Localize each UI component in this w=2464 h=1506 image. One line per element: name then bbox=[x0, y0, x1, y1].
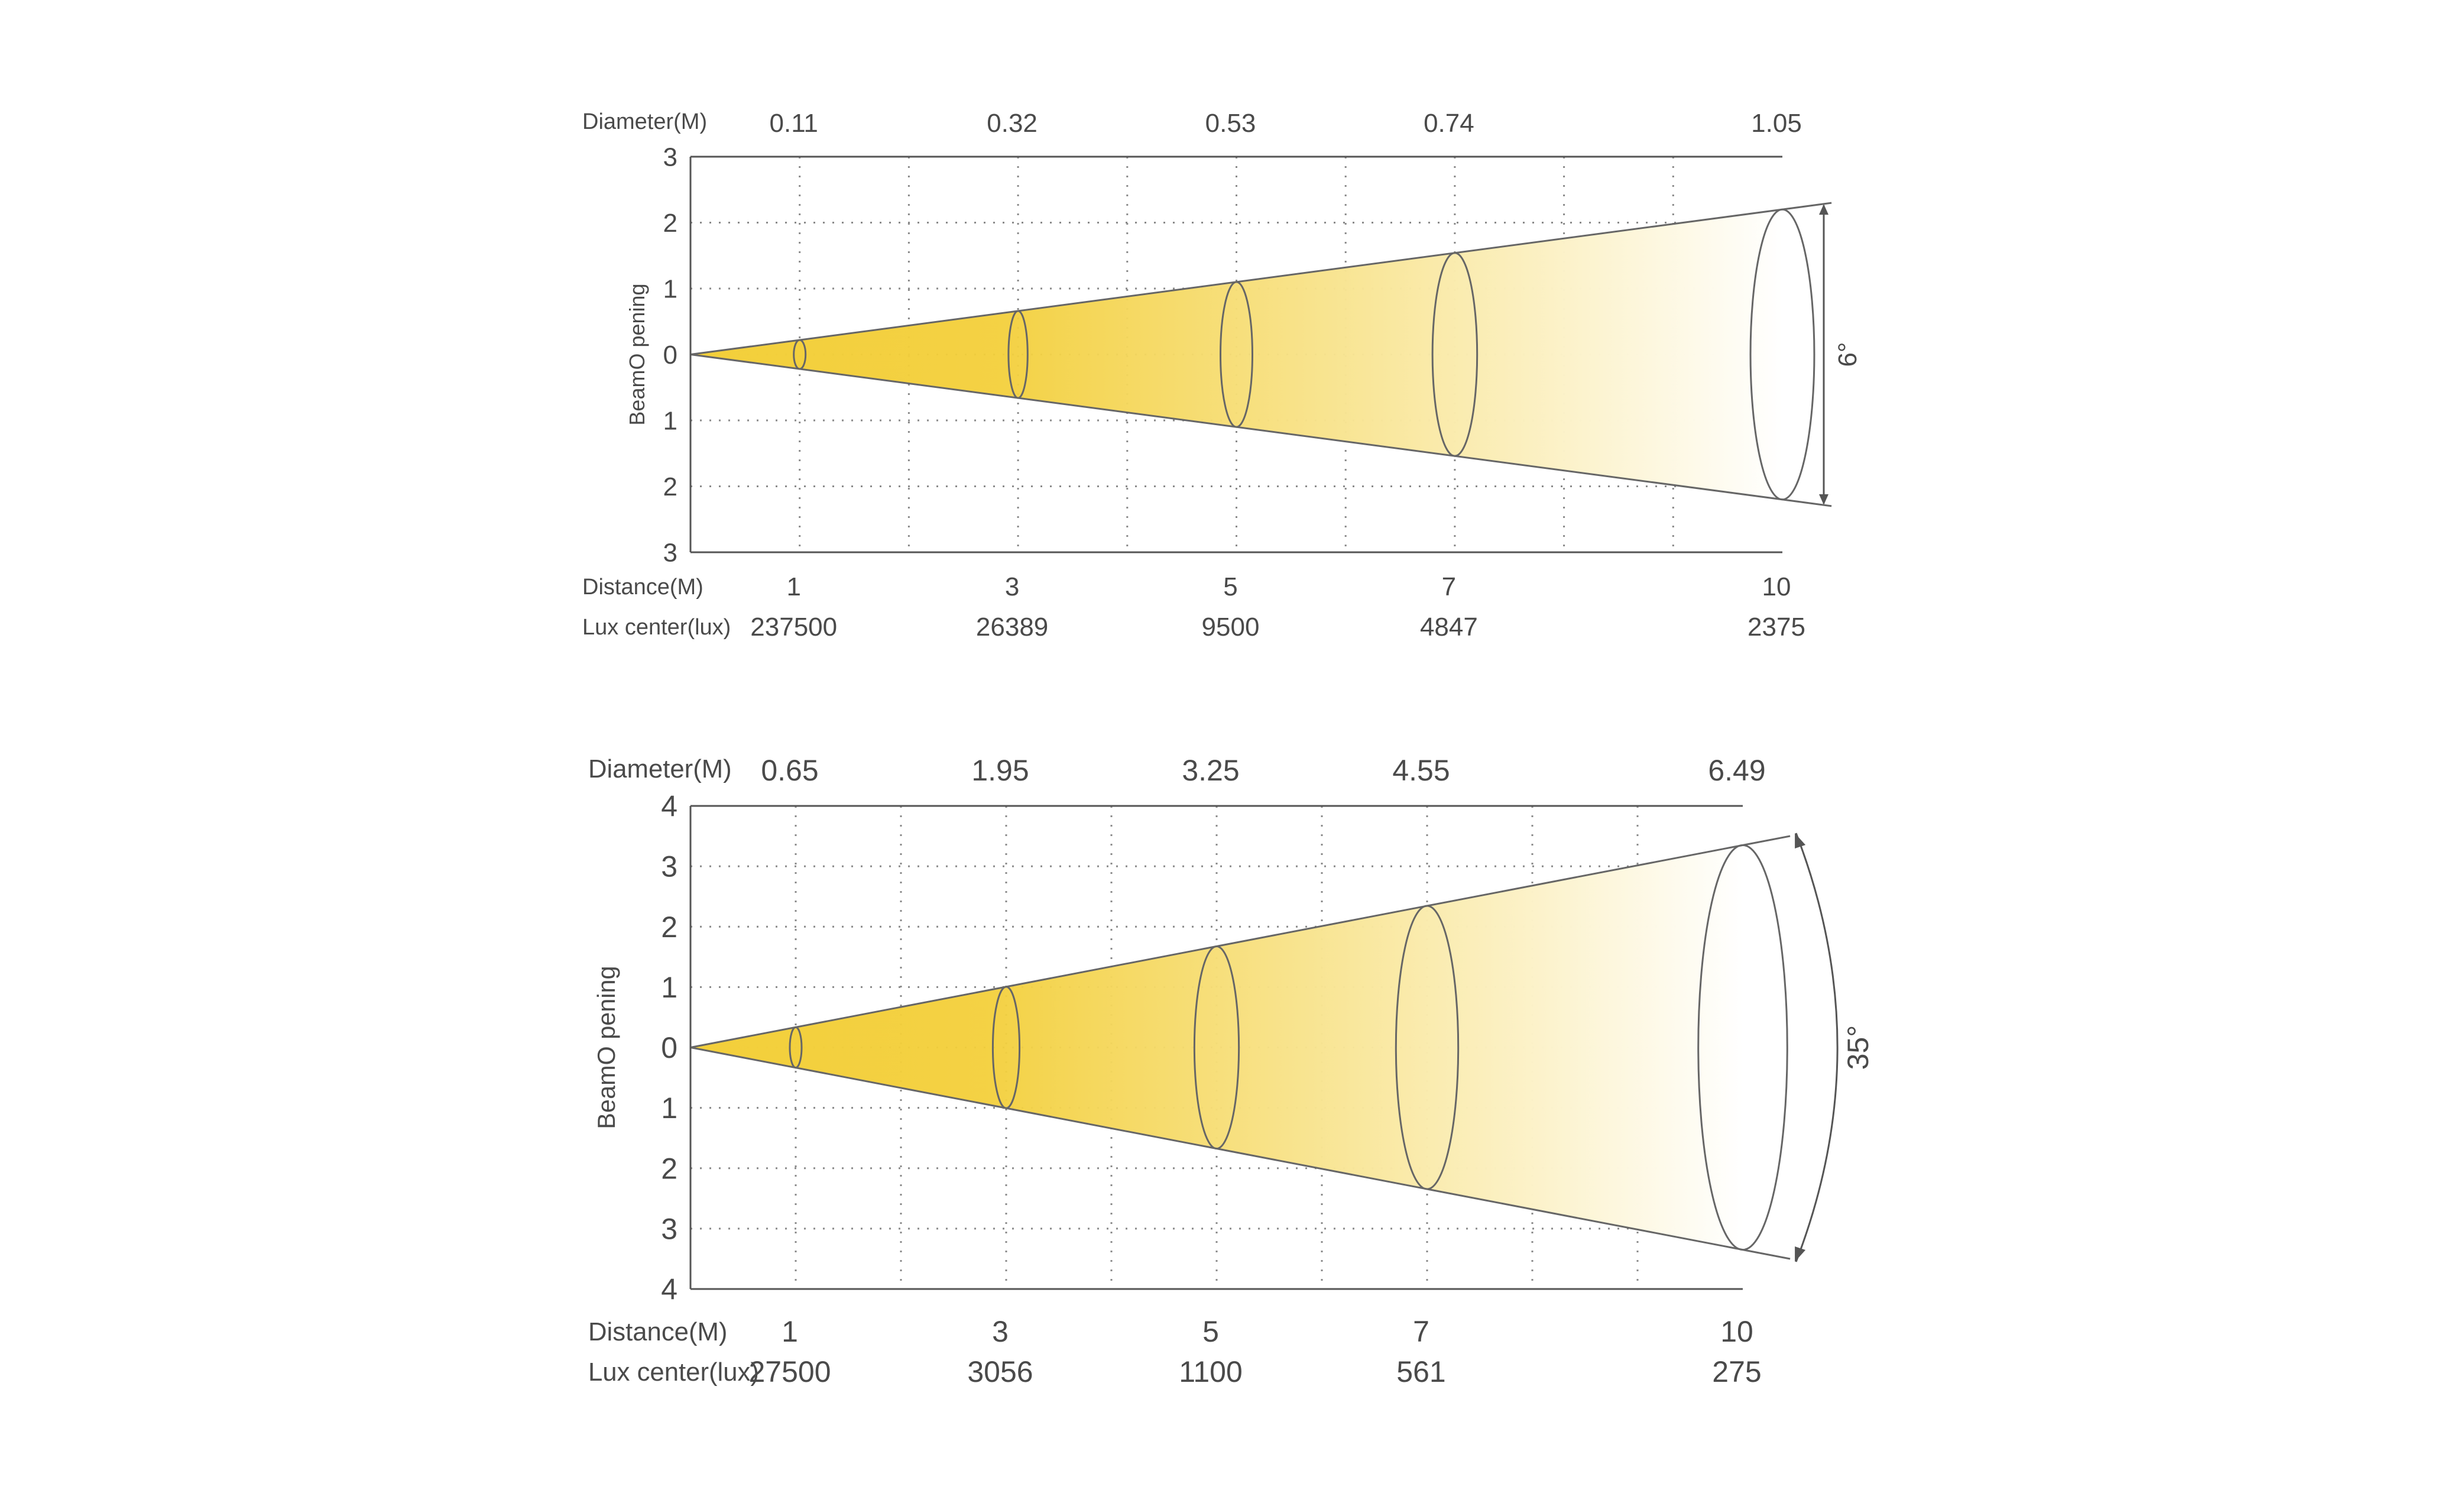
y-tick-label: 4 bbox=[661, 790, 677, 823]
diameter-value: 0.32 bbox=[987, 109, 1038, 138]
y-tick-label: 0 bbox=[663, 341, 677, 370]
beam-cone-fill bbox=[690, 209, 1782, 500]
diameter-value: 1.95 bbox=[971, 754, 1029, 787]
diameter-value: 0.53 bbox=[1205, 109, 1256, 138]
diameter-row-label: Diameter(M) bbox=[582, 109, 707, 134]
diameter-value: 0.11 bbox=[770, 109, 818, 138]
beam-cross-section-ellipse bbox=[1220, 281, 1253, 428]
angle-arrowhead-bottom bbox=[1819, 494, 1828, 505]
lux-value: 275 bbox=[1712, 1355, 1761, 1388]
y-tick-label: 3 bbox=[661, 850, 677, 883]
y-tick-label: 3 bbox=[661, 1212, 677, 1245]
beam-angle-label: 6° bbox=[1833, 342, 1862, 367]
y-tick-label: 2 bbox=[661, 1152, 677, 1185]
y-tick-label: 2 bbox=[663, 472, 677, 501]
diameter-value: 0.65 bbox=[761, 754, 818, 787]
diameter-value: 4.55 bbox=[1392, 754, 1450, 787]
beam-angle-label: 35° bbox=[1841, 1025, 1875, 1070]
lux-value: 26389 bbox=[976, 613, 1048, 642]
distance-row-label: Distance(M) bbox=[588, 1317, 727, 1346]
beam-edge-bottom bbox=[690, 354, 1832, 507]
y-axis-label: BeamO pening bbox=[625, 283, 649, 425]
beam-edge-top bbox=[690, 202, 1832, 355]
angle-arrowhead-top bbox=[1795, 833, 1806, 848]
y-tick-label: 1 bbox=[661, 971, 677, 1004]
distance-value: 7 bbox=[1442, 572, 1456, 601]
y-tick-label: 0 bbox=[661, 1031, 677, 1064]
beam-cross-section-ellipse bbox=[1395, 905, 1460, 1190]
diameter-row-label: Diameter(M) bbox=[588, 754, 732, 783]
beam-cross-section-ellipse bbox=[1431, 252, 1479, 457]
distance-value: 1 bbox=[782, 1315, 798, 1348]
distance-value: 3 bbox=[1005, 572, 1019, 601]
y-tick-label: 4 bbox=[661, 1273, 677, 1306]
distance-value: 7 bbox=[1413, 1315, 1429, 1348]
distance-value: 10 bbox=[1762, 572, 1791, 601]
angle-arrowhead-bottom bbox=[1795, 1246, 1806, 1262]
beam-edge-bottom bbox=[690, 1047, 1791, 1260]
y-tick-label: 3 bbox=[663, 142, 677, 171]
y-tick-label: 3 bbox=[663, 538, 677, 567]
y-tick-label: 1 bbox=[661, 1092, 677, 1125]
distance-value: 10 bbox=[1720, 1315, 1753, 1348]
diameter-value: 3.25 bbox=[1182, 754, 1239, 787]
angle-arrowhead-top bbox=[1819, 204, 1828, 215]
lux-value: 9500 bbox=[1202, 613, 1260, 642]
beam-cross-section-ellipse bbox=[991, 986, 1021, 1109]
distance-value: 1 bbox=[786, 572, 800, 601]
beam-cross-section-ellipse bbox=[1193, 945, 1240, 1150]
lux-value: 4847 bbox=[1420, 613, 1478, 642]
lux-row-label: Lux center(lux) bbox=[588, 1358, 759, 1387]
beam-cone-fill bbox=[690, 845, 1743, 1250]
distance-row-label: Distance(M) bbox=[582, 575, 703, 600]
beam-cross-section-ellipse bbox=[1749, 208, 1815, 501]
distance-value: 5 bbox=[1202, 1315, 1219, 1348]
beam-cross-section-ellipse bbox=[793, 339, 807, 370]
lux-value: 561 bbox=[1396, 1355, 1445, 1388]
lux-row-label: Lux center(lux) bbox=[582, 615, 731, 640]
distance-value: 5 bbox=[1223, 572, 1237, 601]
y-tick-label: 2 bbox=[661, 911, 677, 944]
y-tick-label: 2 bbox=[663, 209, 677, 238]
beam-edge-top bbox=[690, 835, 1791, 1048]
y-axis-label: BeamO pening bbox=[593, 966, 620, 1129]
lux-value: 2375 bbox=[1748, 613, 1805, 642]
beam-cross-section-ellipse bbox=[789, 1026, 803, 1069]
diameter-value: 0.74 bbox=[1424, 109, 1474, 138]
diameter-value: 1.05 bbox=[1751, 109, 1802, 138]
lux-value: 27500 bbox=[748, 1355, 831, 1388]
angle-arc bbox=[1795, 833, 1839, 1262]
beam-cross-section-ellipse bbox=[1697, 844, 1788, 1251]
lux-value: 237500 bbox=[750, 613, 837, 642]
lux-value: 3056 bbox=[967, 1355, 1033, 1388]
distance-value: 3 bbox=[992, 1315, 1009, 1348]
y-tick-label: 1 bbox=[663, 274, 677, 303]
lux-value: 1100 bbox=[1179, 1355, 1243, 1388]
diameter-value: 6.49 bbox=[1708, 754, 1765, 787]
beam-cross-section-ellipse bbox=[1007, 310, 1029, 399]
y-tick-label: 1 bbox=[663, 406, 677, 435]
